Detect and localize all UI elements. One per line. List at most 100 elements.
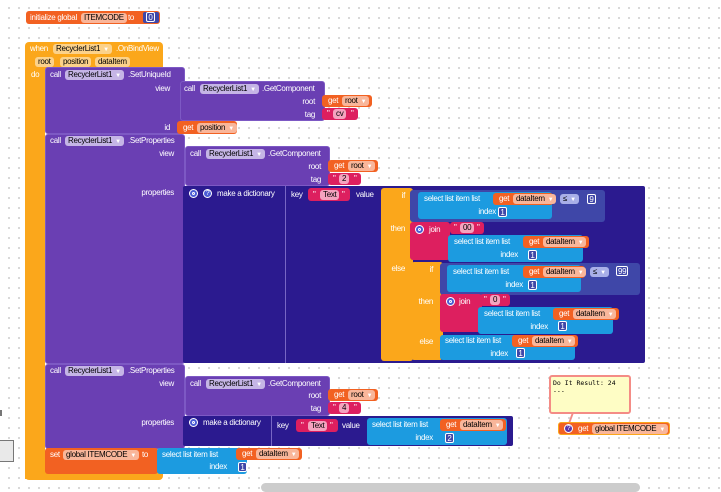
var-dropdown[interactable]: dataItem ▼: [532, 336, 576, 346]
get-root-block[interactable]: get root ▼: [322, 95, 372, 107]
global-name-field[interactable]: ITEMCODE: [81, 13, 127, 23]
component-dropdown[interactable]: RecyclerList1 ▼: [65, 70, 124, 80]
nested-if-else-block[interactable]: [411, 262, 443, 360]
select-list-label: select list item list: [424, 194, 480, 203]
var-dropdown[interactable]: position ▼: [197, 123, 237, 133]
value-label: value: [356, 190, 374, 199]
select-list-item-block[interactable]: select list item list index: [367, 418, 507, 445]
text-block[interactable]: " 2 ": [328, 173, 361, 185]
help-icon[interactable]: ?: [203, 189, 212, 198]
do-it-result-comment[interactable]: Do It Result: 24 ---: [549, 375, 631, 414]
get-dataitem-block[interactable]: get dataItem ▼: [523, 266, 587, 278]
var-text: root: [345, 96, 358, 105]
index-label: index: [209, 462, 227, 471]
get-global-itemcode-block[interactable]: ? get global ITEMCODE ▼: [558, 422, 670, 435]
operator-dropdown[interactable]: ≤ ▼: [590, 267, 609, 277]
var-dropdown[interactable]: dataItem ▼: [513, 194, 557, 204]
var-dropdown[interactable]: global ITEMCODE ▼: [592, 424, 668, 434]
get-label: get: [183, 123, 194, 132]
index-number[interactable]: 1: [238, 462, 247, 472]
index-number[interactable]: 2: [445, 433, 454, 443]
index-number[interactable]: 1: [528, 280, 537, 290]
var-dropdown[interactable]: dataItem ▼: [543, 237, 587, 247]
component-text: RecyclerList1: [209, 379, 254, 388]
if-label: if: [401, 191, 406, 200]
text-value[interactable]: 4: [339, 403, 350, 413]
properties-label: properties: [141, 188, 174, 197]
root-label: root: [302, 97, 315, 106]
quote-icon: ": [477, 223, 480, 232]
get-dataitem-block[interactable]: get dataItem ▼: [440, 419, 506, 431]
get-dataitem-block[interactable]: get dataItem ▼: [512, 335, 578, 347]
text-block-key[interactable]: " Text ": [308, 188, 350, 201]
text-value[interactable]: Text: [308, 421, 328, 431]
select-list-item-block[interactable]: select list item list index: [157, 448, 247, 474]
number-value[interactable]: 0: [146, 12, 155, 22]
var-dropdown[interactable]: dataItem ▼: [460, 420, 504, 430]
text-block[interactable]: " 0 ": [480, 294, 510, 306]
component-dropdown[interactable]: RecyclerList1 ▼: [206, 379, 265, 389]
gear-icon[interactable]: [189, 418, 198, 427]
component-dropdown[interactable]: RecyclerList1 ▼: [200, 84, 259, 94]
var-dropdown[interactable]: dataItem ▼: [543, 267, 587, 277]
help-icon[interactable]: ?: [564, 424, 573, 433]
text-value[interactable]: 2: [339, 174, 350, 184]
gear-icon[interactable]: [189, 189, 198, 198]
index-number[interactable]: 1: [516, 348, 525, 358]
get-dataitem-block[interactable]: get dataItem ▼: [493, 193, 557, 205]
gear-icon[interactable]: [415, 225, 424, 234]
text-block[interactable]: " 00 ": [450, 222, 484, 234]
var-dropdown[interactable]: root ▼: [348, 390, 376, 400]
trash-can-button[interactable]: [0, 440, 14, 462]
param-position[interactable]: position: [60, 57, 92, 67]
var-text: dataItem: [516, 194, 545, 203]
if-else-block[interactable]: [381, 188, 413, 361]
quote-icon: ": [503, 295, 506, 304]
component-dropdown[interactable]: RecyclerList1 ▼: [65, 136, 124, 146]
rhs-number[interactable]: 99: [616, 266, 629, 276]
operator-dropdown[interactable]: ≤ ▼: [560, 194, 579, 204]
text-value[interactable]: 0: [490, 295, 501, 305]
get-dataitem-block[interactable]: get dataItem ▼: [523, 236, 589, 248]
var-text: dataItem: [463, 420, 492, 429]
index-number[interactable]: 1: [498, 207, 507, 217]
event-component-dropdown[interactable]: RecyclerList1 ▼: [53, 44, 112, 54]
get-position-block[interactable]: get position ▼: [177, 121, 237, 134]
method-name: .GetComponent: [268, 379, 321, 388]
text-value[interactable]: cv: [333, 109, 347, 119]
get-label: get: [559, 309, 570, 318]
text-value[interactable]: Text: [320, 190, 340, 200]
initialize-global-block[interactable]: initialize global ITEMCODE to 0: [26, 11, 160, 24]
number-block[interactable]: 0: [143, 12, 159, 23]
method-name: .SetProperties: [128, 366, 175, 375]
param-dataitem[interactable]: dataItem: [95, 57, 130, 67]
set-properties-block-1[interactable]: [45, 134, 185, 364]
text-block[interactable]: " cv ": [322, 108, 358, 120]
get-dataitem-block[interactable]: get dataItem ▼: [553, 308, 619, 320]
index-number[interactable]: 1: [528, 250, 537, 260]
param-root[interactable]: root: [35, 57, 54, 67]
global-var-dropdown[interactable]: global ITEMCODE ▼: [63, 450, 139, 460]
global-name-text: ITEMCODE: [84, 13, 124, 22]
index-label: index: [415, 433, 433, 442]
text-block-key[interactable]: " Text ": [296, 419, 338, 432]
set-properties-block-2[interactable]: [45, 364, 185, 449]
component-dropdown[interactable]: RecyclerList1 ▼: [206, 149, 265, 159]
get-root-block[interactable]: get root ▼: [328, 160, 378, 172]
get-label: get: [578, 424, 589, 433]
component-dropdown[interactable]: RecyclerList1 ▼: [65, 366, 124, 376]
index-number[interactable]: 1: [558, 321, 567, 331]
var-dropdown[interactable]: dataItem ▼: [256, 449, 300, 459]
var-dropdown[interactable]: root ▼: [342, 96, 370, 106]
text-value[interactable]: 00: [460, 223, 475, 233]
gear-icon[interactable]: [446, 297, 455, 306]
get-root-block[interactable]: get root ▼: [328, 389, 378, 401]
text-block[interactable]: " 4 ": [328, 402, 361, 414]
event-name: .OnBindView: [116, 44, 159, 53]
var-dropdown[interactable]: dataItem ▼: [573, 309, 617, 319]
var-text: dataItem: [546, 267, 575, 276]
var-dropdown[interactable]: root ▼: [348, 161, 376, 171]
horizontal-scrollbar[interactable]: [261, 483, 640, 492]
get-dataitem-block[interactable]: get dataItem ▼: [236, 448, 302, 460]
rhs-number[interactable]: 9: [587, 194, 596, 204]
